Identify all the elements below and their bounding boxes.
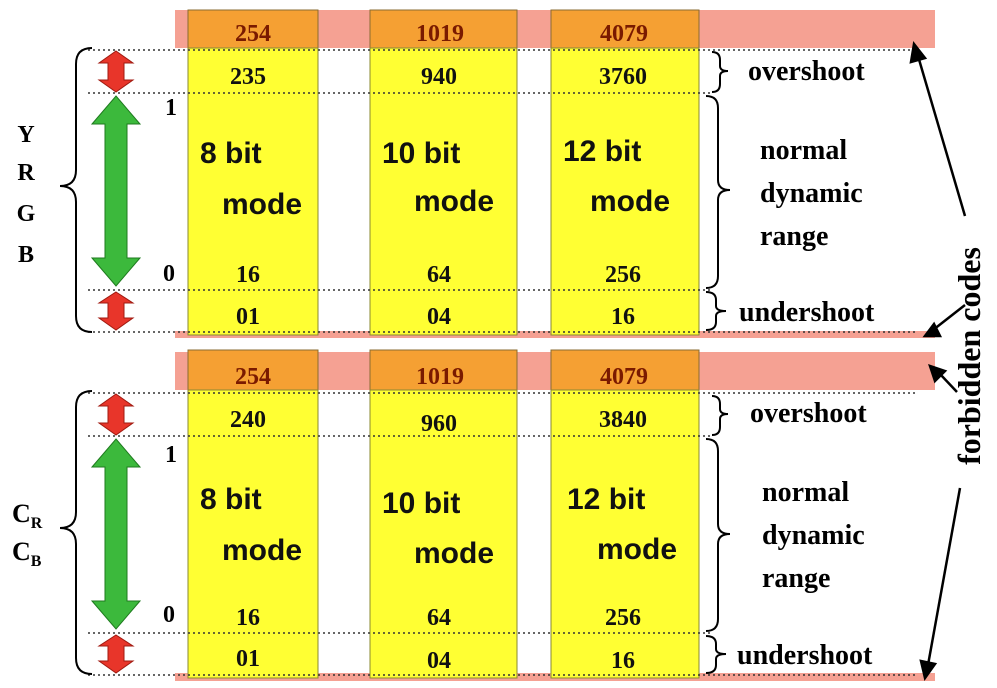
code-undershoot-8bit: 01 [236,304,260,330]
right-braces [705,51,731,331]
code-undershoot-10bit-2: 04 [427,648,451,674]
code-overshoot-10bit-2: 960 [421,411,457,437]
panel-cbcr: CR CB 1 0 254 1019 4079 240 960 3840 16 … [12,349,935,681]
overshoot-arrow-2 [97,393,135,436]
code-top-10bit-2: 1019 [416,364,464,390]
mode-label-12bit-line2: mode [590,185,670,218]
scale-one: 1 [165,95,177,121]
code-overshoot-12bit-2: 3840 [599,407,647,433]
code-black-12bit-2: 256 [605,605,641,631]
code-top-8bit-2: 254 [235,364,271,390]
undershoot-label-2: undershoot [737,640,873,671]
forbidden-codes-label: forbidden codes [951,247,987,465]
signal-label-r: R [17,160,35,186]
left-brace [59,47,93,333]
code-black-12bit: 256 [605,262,641,288]
normal-range-arrow-2 [90,438,142,630]
normal-range-label-line1-2: normal [762,477,849,508]
code-top-10bit: 1019 [416,21,464,47]
normal-range-label-line2: dynamic [760,178,863,209]
code-undershoot-12bit: 16 [611,304,635,330]
normal-range-label-line2-2: dynamic [762,520,865,551]
code-overshoot-8bit: 235 [230,64,266,90]
mode-label-12bit-line1-2: 12 bit [567,483,645,516]
normal-range-arrow [90,95,142,287]
code-overshoot-8bit-2: 240 [230,407,266,433]
forbidden-pointers [909,41,967,681]
scale-zero-2: 0 [163,602,175,628]
code-black-10bit: 64 [427,262,451,288]
mode-label-10bit-line2: mode [414,185,494,218]
column-10bit [369,9,518,336]
level-lines-2 [88,392,915,676]
scale-zero: 0 [163,261,175,287]
panel-yrgb: Y R G B 1 0 254 1019 4079 235 940 3760 1… [17,9,935,338]
signal-label-cb: CB [12,537,42,570]
normal-range-label-line3-2: range [762,563,830,594]
code-undershoot-8bit-2: 01 [236,646,260,672]
code-black-8bit-2: 16 [236,605,260,631]
code-overshoot-10bit: 940 [421,64,457,90]
level-lines [88,49,915,333]
mode-label-12bit-line2-2: mode [597,533,677,566]
normal-range-label-line1: normal [760,135,847,166]
mode-label-8bit-line2: mode [222,188,302,221]
right-braces-2 [705,395,731,674]
code-black-8bit: 16 [236,262,260,288]
left-brace-2 [59,390,93,675]
overshoot-arrow [97,50,135,93]
signal-label-g: G [17,201,36,227]
code-black-10bit-2: 64 [427,605,451,631]
mode-label-12bit-line1: 12 bit [563,135,641,168]
column-8bit [187,9,319,336]
code-undershoot-10bit: 04 [427,304,451,330]
code-top-8bit: 254 [235,21,271,47]
code-undershoot-12bit-2: 16 [611,648,635,674]
overshoot-label-2: overshoot [750,398,867,429]
mode-label-10bit-line1: 10 bit [382,137,460,170]
overshoot-label: overshoot [748,56,865,87]
code-overshoot-12bit: 3760 [599,64,647,90]
code-top-12bit: 4079 [600,21,648,47]
undershoot-label: undershoot [739,297,875,328]
column-12bit [550,9,700,336]
normal-range-label-line3: range [760,221,828,252]
scale-one-2: 1 [165,442,177,468]
column-12bit-2 [550,349,700,679]
signal-label-y: Y [17,122,34,148]
mode-label-8bit-line2-2: mode [222,534,302,567]
mode-label-10bit-line1-2: 10 bit [382,487,460,520]
signal-label-b: B [18,242,34,268]
undershoot-arrow-2 [97,634,135,674]
mode-label-8bit-line1: 8 bit [200,137,262,170]
mode-label-8bit-line1-2: 8 bit [200,483,262,516]
column-10bit-2 [369,349,518,679]
column-8bit-2 [187,349,319,679]
undershoot-arrow [97,291,135,331]
mode-label-10bit-line2-2: mode [414,537,494,570]
signal-label-cr: CR [12,499,43,532]
code-top-12bit-2: 4079 [600,364,648,390]
